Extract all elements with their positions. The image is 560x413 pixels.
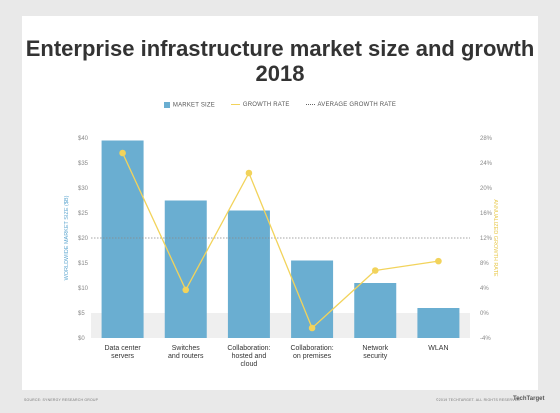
bar-market-size [101, 140, 144, 338]
y-tick-label: $40 [78, 136, 89, 142]
y2-tick-label: 12% [480, 236, 493, 242]
chart-legend: MARKET SIZE GROWTH RATE AVERAGE GROWTH R… [0, 102, 560, 109]
y-tick-label: $25 [78, 211, 89, 217]
legend-item-growth-rate: GROWTH RATE [230, 102, 290, 109]
x-category-label: Collaboration: [227, 345, 270, 352]
x-category-label: Data center [104, 345, 141, 352]
chart-title: Enterprise infrastructure market size an… [25, 36, 535, 86]
y-tick-label: $35 [78, 161, 89, 167]
growth-rate-point [245, 169, 253, 177]
y2-tick-label: 16% [480, 211, 493, 217]
x-category-label: hosted and [232, 353, 267, 360]
legend-item-market-size: MARKET SIZE [163, 102, 215, 109]
legend-label-growth-rate: GROWTH RATE [242, 102, 290, 109]
x-category-label: Switches [172, 345, 201, 352]
bar-market-size [227, 210, 270, 338]
growth-rate-point [435, 257, 442, 265]
y2-tick-label: 24% [480, 161, 493, 167]
y-tick-label: $30 [78, 186, 89, 192]
legend-label-average-growth-rate: AVERAGE GROWTH RATE [317, 102, 397, 109]
x-category-label: Collaboration: [290, 345, 333, 352]
x-category-label: WLAN [428, 345, 448, 352]
y-tick-label: $20 [78, 236, 89, 242]
x-category-label: on premises [293, 353, 332, 360]
copyright-note: ©2019 TECHTARGET. ALL RIGHTS RESERVED [436, 398, 520, 402]
bar-market-size [354, 283, 397, 338]
legend-label-market-size: MARKET SIZE [172, 102, 215, 109]
growth-rate-point [371, 267, 379, 274]
legend-swatch-line [230, 104, 240, 106]
growth-rate-line [121, 152, 439, 330]
y-tick-label: $10 [78, 286, 89, 292]
brand-logo: TechTarget [513, 396, 545, 402]
y-axis-title: WORLDWIDE MARKET SIZE ($B) [64, 195, 70, 280]
y2-tick-label: 4% [480, 286, 489, 292]
bar-market-size [164, 200, 207, 338]
y2-tick-label: 20% [480, 186, 493, 192]
x-category-label: and routers [168, 353, 204, 360]
legend-item-average-growth-rate: AVERAGE GROWTH RATE [305, 102, 397, 109]
x-category-label: security [363, 353, 388, 360]
x-category-label: Network [362, 345, 388, 352]
growth-rate-point [308, 324, 316, 332]
growth-rate-point [119, 149, 126, 157]
y2-tick-label: 28% [480, 136, 493, 142]
y-tick-label: $15 [78, 261, 89, 267]
source-note: SOURCE: SYNERGY RESEARCH GROUP [24, 398, 99, 402]
x-category-label: cloud [241, 361, 258, 368]
y2-tick-label: -4% [480, 336, 491, 342]
x-category-label: servers [111, 353, 134, 360]
y-tick-label: $0 [78, 336, 85, 342]
negative-growth-band [91, 313, 470, 338]
growth-rate-point [182, 286, 190, 294]
legend-swatch-dotted [305, 104, 315, 106]
y2-axis-title: ANNUALIZED GROWTH RATE [492, 199, 498, 277]
y-tick-label: $5 [78, 311, 85, 317]
bar-market-size [417, 308, 460, 338]
y2-tick-label: 8% [480, 261, 489, 267]
legend-swatch-bar [163, 102, 170, 108]
y2-tick-label: 0% [480, 311, 489, 317]
